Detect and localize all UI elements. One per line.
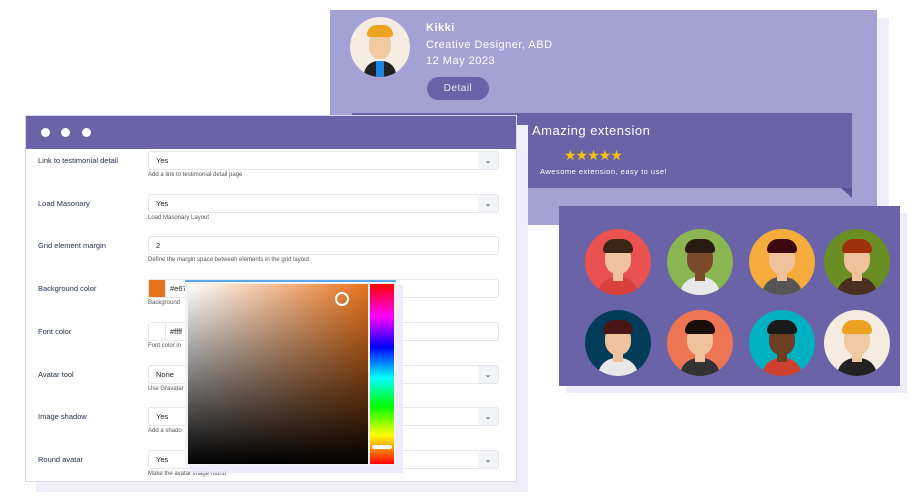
field-label: Font color: [38, 326, 72, 336]
window-titlebar: [26, 116, 516, 149]
chevron-down-icon[interactable]: ⌄: [478, 365, 498, 383]
color-picker[interactable]: [185, 280, 396, 465]
window-dot-icon: [61, 128, 70, 137]
chevron-down-icon[interactable]: ⌄: [478, 194, 498, 212]
avatar: [824, 229, 890, 295]
field-help: Add a shado: [148, 428, 182, 435]
field-value: Yes: [156, 412, 169, 422]
field-select[interactable]: Yes ⌄: [148, 193, 499, 213]
chevron-down-icon[interactable]: ⌄: [478, 152, 498, 169]
field-value: Yes: [156, 156, 169, 165]
field-value: #e67: [170, 284, 187, 294]
field-label: Grid element margin: [38, 241, 106, 251]
field-label: Load Masonary: [38, 198, 90, 208]
field-value: #ffff: [170, 326, 183, 336]
testimonial-role: Creative Designer, ABD: [426, 39, 553, 51]
window-dot-icon: [41, 128, 50, 137]
hue-handle[interactable]: [372, 445, 392, 449]
saturation-area[interactable]: [188, 284, 368, 464]
avatar: [749, 310, 815, 376]
field-help: Add a link to testimonial detail page: [148, 172, 243, 178]
field-help: Background: [148, 300, 181, 307]
field-select[interactable]: Yes ⌄: [148, 151, 499, 170]
avatar-grid: [559, 206, 900, 386]
field-value: 2: [156, 241, 161, 251]
field-input[interactable]: 2: [148, 236, 499, 256]
field-help: Make the avatar image round: [148, 470, 227, 477]
field-help: Font color in: [148, 342, 182, 349]
card-shadow: [877, 18, 889, 228]
star-rating: ★★★★★: [564, 147, 623, 163]
field-help: Define the margin space between elements…: [148, 257, 310, 264]
avatar: [824, 310, 890, 376]
review-title: Amazing extension: [532, 123, 651, 138]
field-label: Background color: [38, 284, 97, 294]
field-help: Use Gravatar: [148, 385, 184, 392]
avatar: [749, 229, 815, 295]
avatar: [667, 310, 733, 376]
field-value: Yes: [156, 198, 169, 208]
field-label: Image shadow: [38, 412, 87, 422]
ribbon-fold: [841, 188, 852, 198]
detail-button[interactable]: Detail: [427, 77, 489, 100]
color-cursor-handle[interactable]: [335, 292, 349, 306]
chevron-down-icon[interactable]: ⌄: [478, 450, 498, 468]
testimonial-date: 12 May 2023: [426, 55, 496, 67]
avatar: [350, 17, 410, 77]
chevron-down-icon[interactable]: ⌄: [478, 408, 498, 426]
color-swatch[interactable]: [149, 322, 166, 340]
testimonial-name: Kikki: [426, 22, 455, 34]
field-label: Avatar tool: [38, 369, 74, 379]
color-swatch[interactable]: [149, 280, 166, 298]
field-value: Yes: [156, 454, 169, 464]
field-label: Round avatar: [38, 454, 84, 464]
avatar: [585, 229, 651, 295]
field-help: Load Masonary Layout: [148, 214, 210, 221]
avatar: [667, 229, 733, 295]
window-dot-icon: [82, 128, 91, 137]
review-text: Awesome extension, easy to use!: [540, 167, 668, 176]
field-value: None: [156, 369, 174, 379]
field-label: Link to testimonial detail: [38, 156, 119, 165]
hue-slider[interactable]: [370, 284, 394, 464]
avatar: [585, 310, 651, 376]
